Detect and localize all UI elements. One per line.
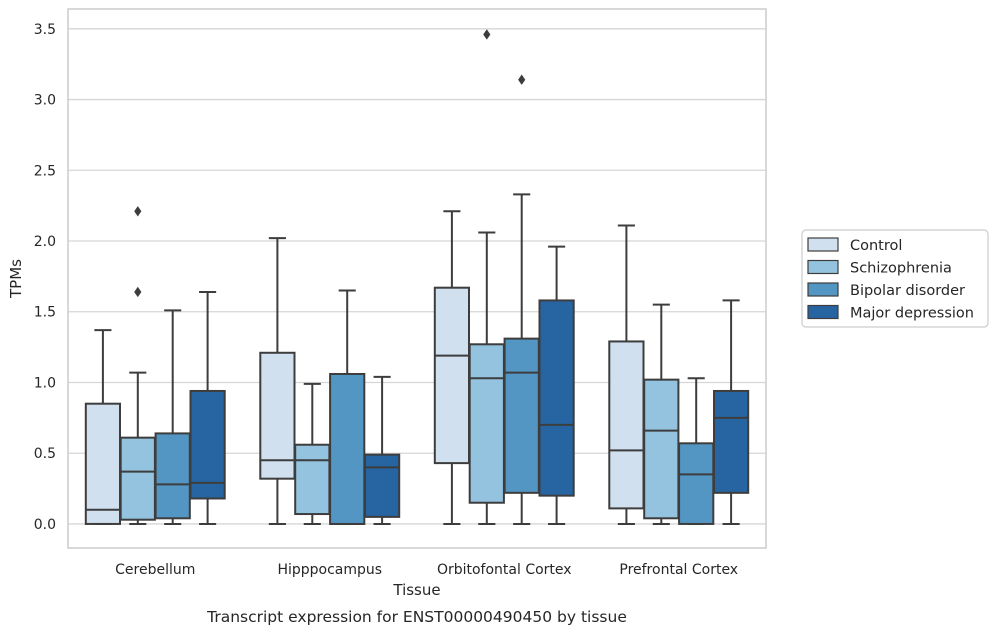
y-tick-label: 2.5: [34, 163, 56, 179]
y-axis-label: TPMs: [7, 259, 25, 299]
box-body: [433, 286, 471, 465]
box-body: [329, 372, 366, 525]
box-1-2: [329, 289, 366, 525]
y-tick-label: 0.5: [34, 446, 56, 462]
box-2-1: [468, 29, 505, 525]
box-body: [468, 343, 505, 504]
box-3-0: [608, 224, 645, 525]
y-tick-label: 1.0: [34, 375, 56, 391]
box-0-3: [189, 290, 226, 525]
box-0-2: [154, 309, 191, 525]
box-3-2: [678, 377, 715, 525]
box-3-3: [712, 299, 750, 525]
plot-area: [67, 8, 767, 549]
x-tick-label: Hipppocampus: [277, 562, 382, 578]
y-tick-label: 2.0: [34, 234, 56, 250]
box-body: [84, 402, 122, 525]
outlier-point: [134, 206, 142, 217]
y-tick-label: 1.5: [34, 305, 56, 321]
y-tick-label: 0.0: [34, 517, 56, 533]
box-body: [678, 442, 715, 525]
box-2-2: [503, 74, 540, 525]
y-tick-label: 3.0: [34, 93, 56, 109]
box-1-0: [259, 237, 296, 525]
box-layer: [84, 29, 750, 525]
x-tick-labels: Cerebellum Hipppocampus Orbitofontal Corte…: [115, 562, 738, 578]
legend-swatch: [807, 282, 839, 297]
box-body: [538, 299, 575, 497]
x-axis-label: Tissue: [392, 581, 440, 599]
outlier-point: [134, 286, 142, 298]
box-body: [608, 340, 645, 510]
box-body: [712, 389, 750, 494]
box-0-1: [119, 206, 156, 525]
box-0-0: [84, 329, 122, 525]
legend-swatch: [807, 259, 839, 275]
box-1-1: [294, 382, 331, 525]
box-body: [189, 389, 226, 500]
box-body: [119, 436, 156, 521]
chart-caption: Transcript expression for ENST0000049045…: [206, 608, 627, 626]
outlier-point: [518, 74, 526, 85]
y-tick-labels: 0.0 0.5 1.0 1.5 2.0 2.5 3.0 3.5: [34, 22, 56, 533]
box-1-3: [363, 375, 401, 525]
legend: Control Schizophrenia Bipolar disorder Majo…: [801, 229, 989, 328]
legend-swatch: [807, 304, 839, 320]
box-body: [503, 337, 540, 494]
x-tick-label: Orbitofontal Cortex: [437, 562, 572, 578]
box-body: [294, 443, 331, 516]
y-tick-label: 3.5: [34, 22, 56, 38]
box-body: [363, 453, 401, 518]
x-tick-label: Prefrontal Cortex: [619, 562, 738, 578]
box-2-3: [538, 245, 575, 525]
legend-frame: [801, 229, 989, 328]
legend-label: Bipolar disorder: [850, 283, 965, 299]
legend-label: Control: [850, 238, 902, 254]
box-body: [259, 351, 296, 480]
legend-label: Major depression: [850, 306, 974, 322]
outlier-point: [483, 29, 491, 40]
box-3-1: [643, 303, 680, 525]
legend-label: Schizophrenia: [850, 261, 952, 277]
box-2-0: [433, 210, 471, 525]
box-body: [643, 378, 680, 520]
x-tick-label: Cerebellum: [115, 562, 195, 578]
legend-swatch: [807, 237, 839, 252]
box-body: [154, 432, 191, 520]
